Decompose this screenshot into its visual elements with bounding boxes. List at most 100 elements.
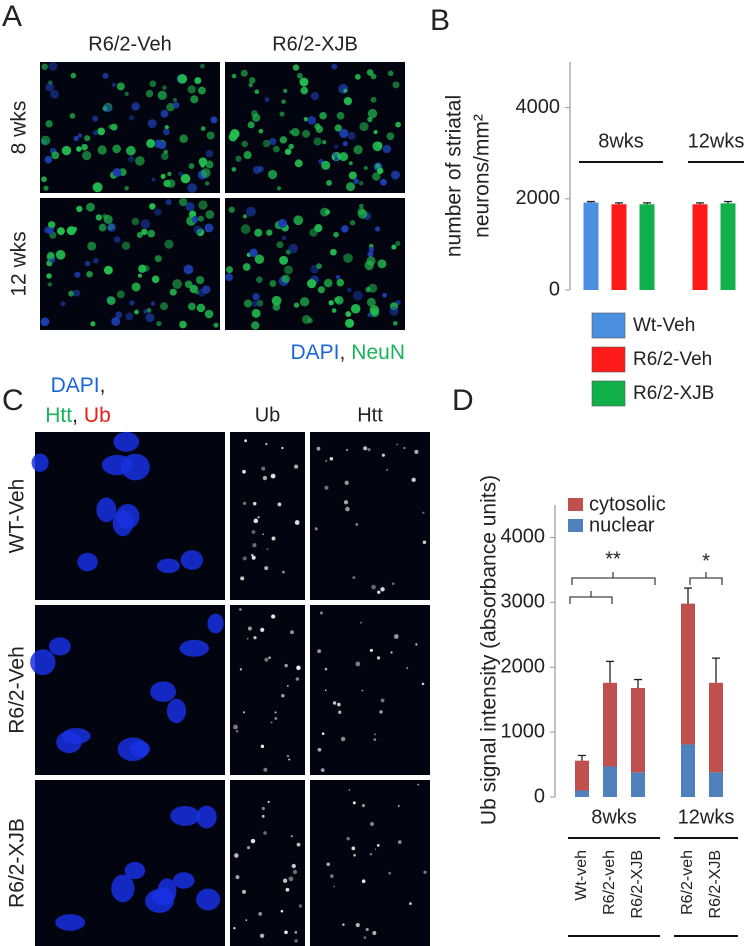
legend-label: R6/2-Veh [633,349,712,370]
cell [60,301,66,307]
nucleus [48,637,71,656]
cell [81,143,88,151]
cell [242,263,251,271]
column-label: Ub [255,404,281,426]
cell [135,156,145,166]
cell [277,218,288,228]
micrograph [225,198,405,330]
puncta [242,469,246,474]
cell [210,116,218,124]
puncta [252,501,257,506]
puncta [295,677,300,681]
stain-label: , [100,374,106,397]
legend-swatch [568,498,583,511]
cell [256,276,263,283]
cell [47,251,55,260]
puncta [262,475,268,481]
cell [322,140,327,145]
puncta [363,446,368,451]
puncta [324,689,327,692]
puncta [264,657,269,662]
micrograph [40,197,220,330]
cell [336,111,345,120]
micrograph [225,62,405,193]
puncta [406,667,409,669]
puncta [361,689,364,692]
cell [204,223,214,233]
puncta [281,446,284,450]
puncta [414,449,419,454]
column-label: Htt [357,404,383,426]
puncta [263,831,267,835]
cell [206,131,215,140]
nucleus [61,728,91,744]
cell [108,124,113,130]
cell [272,303,281,311]
puncta [379,710,383,714]
cell [92,182,103,193]
puncta [257,516,260,519]
cell [358,181,364,186]
puncta [253,518,259,524]
cell [46,227,54,235]
cell [195,290,200,295]
cell [370,96,377,103]
cell [187,302,196,311]
puncta [239,608,242,611]
puncta [286,754,290,758]
micrograph-bg [230,605,305,775]
cell [341,225,349,233]
cell [145,89,154,98]
cell [228,206,235,213]
cell [44,155,53,164]
cell [166,103,175,112]
puncta [373,738,377,741]
cell [282,236,287,241]
bar-segment [709,772,723,797]
stain-label: , [339,341,345,364]
puncta [390,651,393,654]
cell [272,145,280,153]
cell [292,64,300,71]
cell [313,137,322,146]
puncta [242,556,247,561]
cell [95,214,103,221]
puncta [260,627,265,632]
puncta [296,665,301,671]
puncta [352,576,356,580]
puncta [361,879,366,884]
puncta [337,702,341,707]
cell [358,203,364,209]
cell [269,280,277,287]
cell [90,321,96,327]
nucleus [150,681,177,702]
puncta [326,862,331,867]
cell [230,129,240,139]
cell [151,177,156,182]
cell [165,199,172,206]
bar-segment [603,766,617,797]
puncta [277,502,282,507]
cell [249,248,258,257]
cell [76,146,82,152]
cell [204,309,214,319]
row-label: R6/2-XJB [6,818,29,908]
cell [386,132,395,141]
cell [264,97,270,102]
cell [146,138,156,148]
cell [284,265,293,275]
x-tick-label: R6/2-veh [601,850,618,915]
cell [368,283,378,293]
stain-label: Ub [84,404,111,427]
puncta [352,801,356,805]
puncta [242,501,247,505]
stain-legend: Htt, Ub [45,404,111,427]
cell [352,290,363,301]
cell [334,124,342,132]
puncta [397,840,402,844]
puncta [376,656,381,660]
cell [319,111,327,120]
cell [97,127,106,136]
stain-legend: DAPI, NeuN [290,341,405,364]
cell [281,274,291,284]
